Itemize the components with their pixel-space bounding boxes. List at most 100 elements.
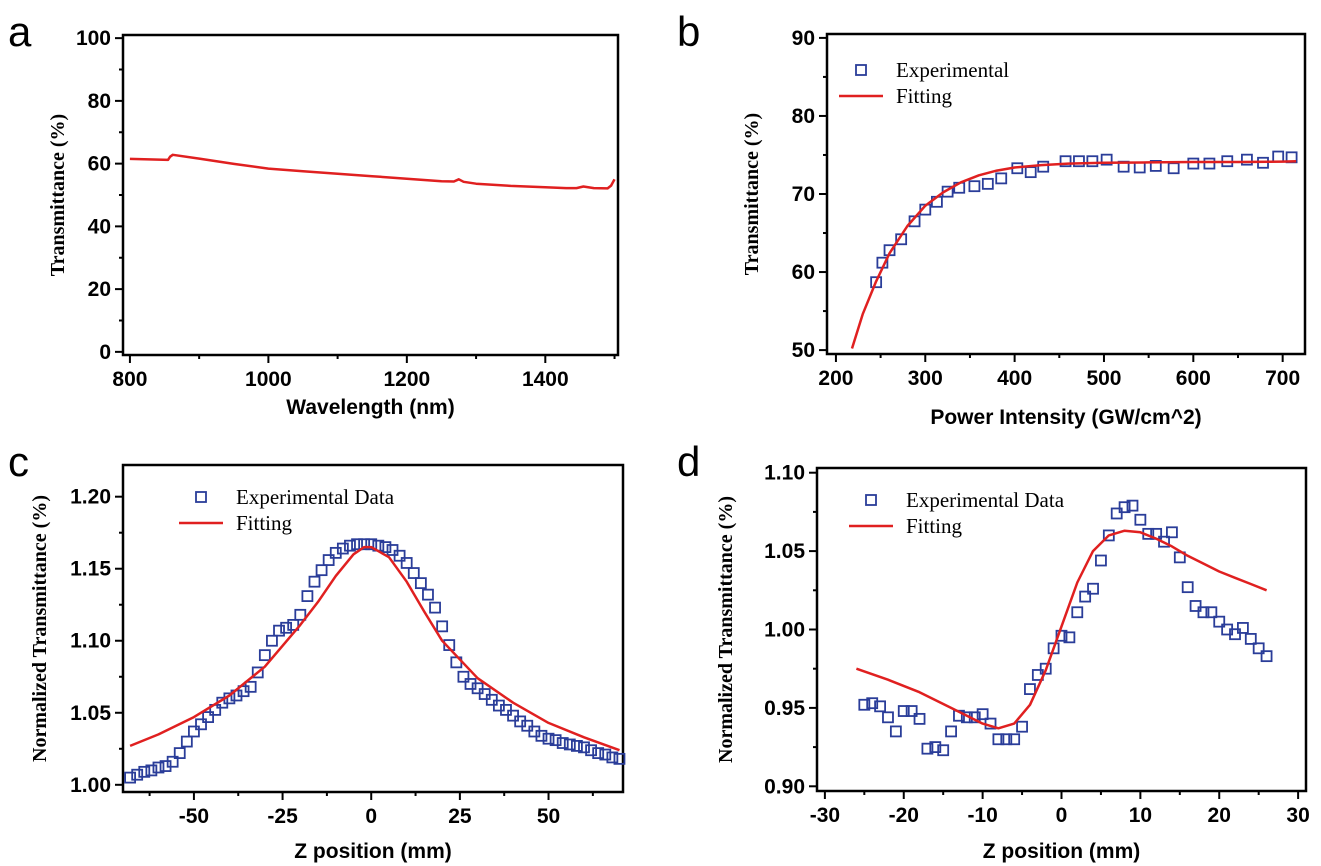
data-point — [556, 737, 569, 749]
data-point — [301, 590, 314, 602]
data-point — [244, 680, 257, 693]
data-point — [1187, 157, 1200, 170]
data-point — [1260, 650, 1273, 663]
data-point — [1241, 153, 1253, 166]
data-point — [945, 725, 957, 738]
data-point — [152, 761, 165, 774]
y-tick-label: 100 — [76, 27, 111, 50]
data-point — [921, 742, 934, 755]
data-point — [1167, 162, 1180, 175]
data-point — [992, 733, 1005, 746]
x-tick-label: 1000 — [245, 368, 292, 391]
y-tick-label: 50 — [792, 339, 815, 362]
x-tick-label: -25 — [267, 805, 298, 828]
x-tick-label: -10 — [967, 804, 997, 827]
data-point — [336, 542, 349, 555]
data-point — [1118, 501, 1131, 514]
plot-frame — [121, 33, 620, 357]
data-point — [549, 734, 562, 747]
data-point — [1086, 155, 1099, 168]
data-point — [280, 621, 293, 634]
data-point — [1024, 683, 1036, 695]
data-point — [858, 698, 871, 711]
data-point — [1197, 606, 1210, 619]
data-point — [1189, 600, 1202, 612]
data-point — [882, 711, 894, 724]
data-point — [599, 748, 612, 761]
x-tick-label: 800 — [112, 368, 147, 391]
x-axis-title: Z position (mm) — [294, 840, 451, 863]
data-point — [1073, 155, 1085, 168]
x-tick-label: 50 — [537, 805, 560, 828]
data-point — [145, 764, 158, 777]
data-point — [1024, 166, 1037, 179]
y-tick-label: 1.00 — [70, 774, 111, 797]
y-tick-label: 0.90 — [764, 775, 805, 798]
data-point — [1213, 615, 1226, 628]
data-point — [1055, 629, 1068, 642]
x-tick-label: 300 — [908, 367, 943, 390]
data-point — [1203, 157, 1216, 170]
x-tick-label: 10 — [1129, 804, 1152, 827]
data-point — [138, 765, 151, 778]
fit-line — [850, 159, 1297, 349]
y-axis-title: Transmittance (%) — [47, 114, 69, 276]
data-point — [379, 541, 392, 554]
data-point — [173, 747, 186, 760]
x-tick-label: 1400 — [522, 368, 569, 391]
y-tick-label: 80 — [792, 105, 815, 128]
legend-label: Experimental Data — [236, 485, 395, 509]
data-point — [1166, 526, 1178, 539]
legend-marker-swatch — [195, 491, 207, 503]
legend-label: Fitting — [896, 84, 953, 108]
data-point — [266, 634, 278, 647]
data-point — [976, 708, 989, 721]
y-tick-label: 1.00 — [764, 619, 805, 642]
data-point — [995, 172, 1008, 185]
y-tick-label: 70 — [792, 183, 815, 206]
data-point — [981, 177, 994, 190]
x-tick-label: -20 — [889, 804, 919, 827]
y-tick-label: 80 — [88, 90, 111, 113]
data-point — [889, 725, 902, 738]
data-point — [315, 564, 328, 577]
y-tick-label: 60 — [88, 153, 111, 176]
data-point — [905, 705, 918, 717]
panel-letter: c — [8, 438, 29, 485]
y-axis-title: Normalized Transmittance (%) — [715, 496, 737, 763]
data-point — [358, 538, 371, 551]
panel-letter: a — [8, 8, 32, 55]
y-tick-label: 1.10 — [70, 630, 111, 653]
data-point — [1126, 499, 1139, 512]
chart-panel-d: d -30 -20 -10 0 10 20 30 0.90 0.95 1.00 1.05 1.10 Z p… — [677, 438, 1310, 863]
data-point — [180, 735, 193, 748]
data-point — [1039, 662, 1052, 675]
data-point — [535, 729, 548, 742]
data-point — [1181, 581, 1194, 594]
data-point — [897, 705, 910, 717]
x-tick-label: 700 — [1265, 367, 1300, 390]
x-tick-label: 500 — [1086, 367, 1121, 390]
data-point — [400, 557, 413, 569]
data-point — [968, 180, 981, 193]
data-point — [1047, 642, 1060, 655]
x-tick-label: 0 — [1056, 804, 1068, 827]
data-point — [131, 768, 144, 781]
data-point — [422, 588, 434, 601]
data-point — [874, 700, 886, 713]
data-point — [414, 577, 427, 590]
data-point — [563, 738, 576, 751]
y-tick-label: 1.20 — [70, 486, 111, 509]
x-tick-label: 0 — [365, 805, 377, 828]
data-point — [1102, 529, 1115, 542]
data-point — [457, 670, 470, 683]
data-point — [1000, 733, 1013, 746]
data-point — [166, 755, 179, 768]
data-point — [1134, 513, 1147, 526]
data-point — [273, 624, 285, 637]
y-axis-title: Normalized Transmittance (%) — [29, 495, 51, 762]
